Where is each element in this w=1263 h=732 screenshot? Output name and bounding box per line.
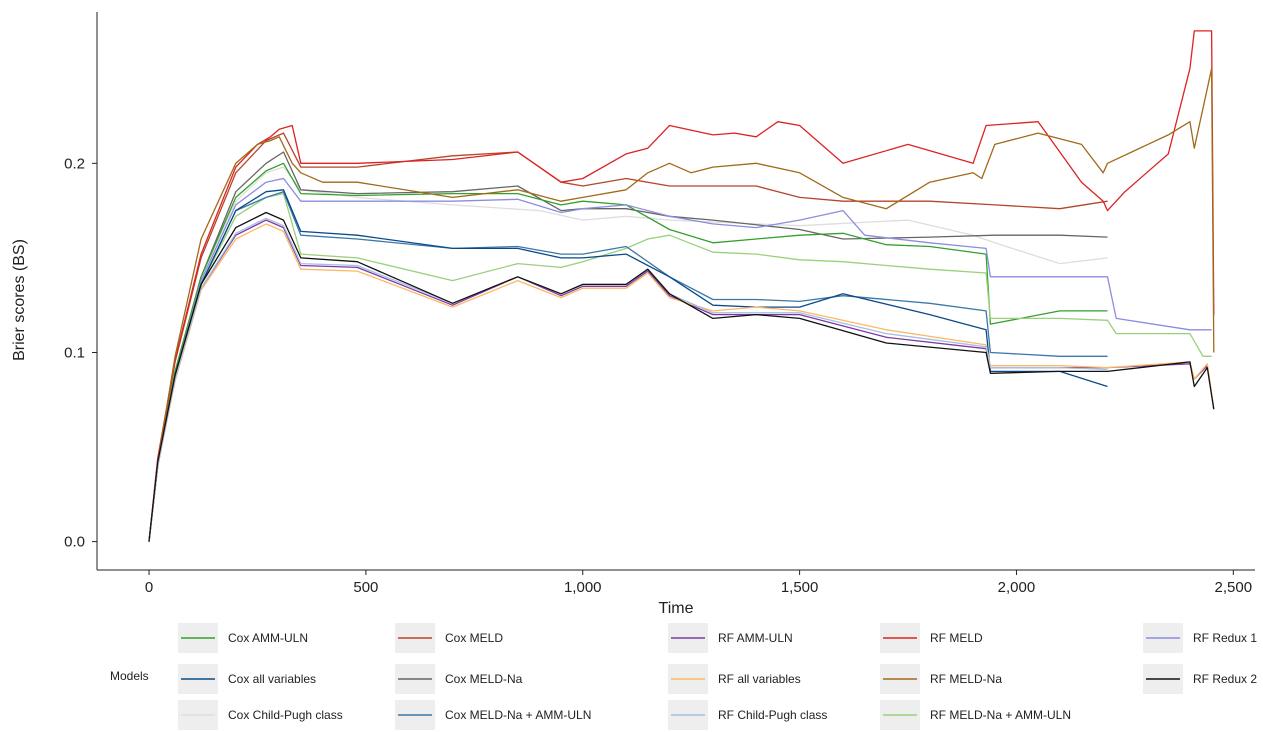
series-line-cox-all-variables xyxy=(148,189,1108,542)
legend-label-rf-meld-na-amm-uln: RF MELD-Na + AMM-ULN xyxy=(930,708,1071,722)
legend-label-rf-meld-na: RF MELD-Na xyxy=(930,672,1002,686)
legend-label-rf-redux-2: RF Redux 2 xyxy=(1193,672,1257,686)
legend-label-rf-meld: RF MELD xyxy=(930,631,983,645)
series-line-rf-redux-2 xyxy=(148,211,1215,542)
legend-label-rf-child-pugh-class: RF Child-Pugh class xyxy=(718,708,827,722)
legend-title: Models xyxy=(110,669,149,683)
x-tick-label: 500 xyxy=(353,579,378,596)
x-tick-label: 2,000 xyxy=(998,579,1036,596)
x-tick-label: 0 xyxy=(145,579,153,596)
legend-label-cox-child-pugh-class: Cox Child-Pugh class xyxy=(228,708,343,722)
series-line-cox-child-pugh-class xyxy=(148,166,1108,542)
legend-label-cox-meld: Cox MELD xyxy=(445,631,503,645)
series-line-rf-redux-1 xyxy=(148,177,1212,542)
legend-label-rf-amm-uln: RF AMM-ULN xyxy=(718,631,793,645)
y-axis-title: Brier scores (BS) xyxy=(11,239,28,361)
series-line-cox-meld xyxy=(148,132,1108,542)
y-tick-label: 0.0 xyxy=(64,534,85,551)
axes: 0 500 1,000 1,500 2,000 2,500 0.00.10.2 Time … xyxy=(11,12,1255,617)
series-line-rf-amm-uln xyxy=(148,219,1215,542)
series-line-cox-meld-na-amm-uln xyxy=(148,191,1108,542)
legend-label-rf-all-variables: RF all variables xyxy=(718,672,801,686)
x-axis-title: Time xyxy=(659,600,694,617)
x-ticks: 0 500 1,000 1,500 2,000 2,500 xyxy=(145,570,1252,596)
series-line-rf-child-pugh-class xyxy=(148,217,1108,542)
legend-label-rf-redux-1: RF Redux 1 xyxy=(1193,631,1257,645)
legend-label-cox-all-variables: Cox all variables xyxy=(228,672,316,686)
series-line-rf-all-variables xyxy=(148,223,1215,542)
x-tick-label: 2,500 xyxy=(1215,579,1253,596)
y-tick-label: 0.2 xyxy=(64,155,85,172)
legend-label-cox-amm-uln: Cox AMM-ULN xyxy=(228,631,308,645)
legend-label-cox-meld-na-amm-uln: Cox MELD-Na + AMM-ULN xyxy=(445,708,591,722)
legend-label-cox-meld-na: Cox MELD-Na xyxy=(445,672,523,686)
series-line-rf-meld-na-amm-uln xyxy=(148,192,1212,542)
legend: Models Cox AMM-ULN Cox all variables Cox C… xyxy=(110,623,1257,730)
series-line-rf-meld xyxy=(148,30,1215,542)
x-tick-label: 1,000 xyxy=(564,579,602,596)
y-ticks: 0.0 0.1 0.2 xyxy=(64,155,97,551)
series-line-rf-meld-na xyxy=(148,68,1215,542)
x-tick-label: 1,500 xyxy=(781,579,819,596)
plot-area xyxy=(148,30,1215,542)
y-tick-label: 0.1 xyxy=(64,344,85,361)
series-line-cox-amm-uln xyxy=(148,162,1108,542)
